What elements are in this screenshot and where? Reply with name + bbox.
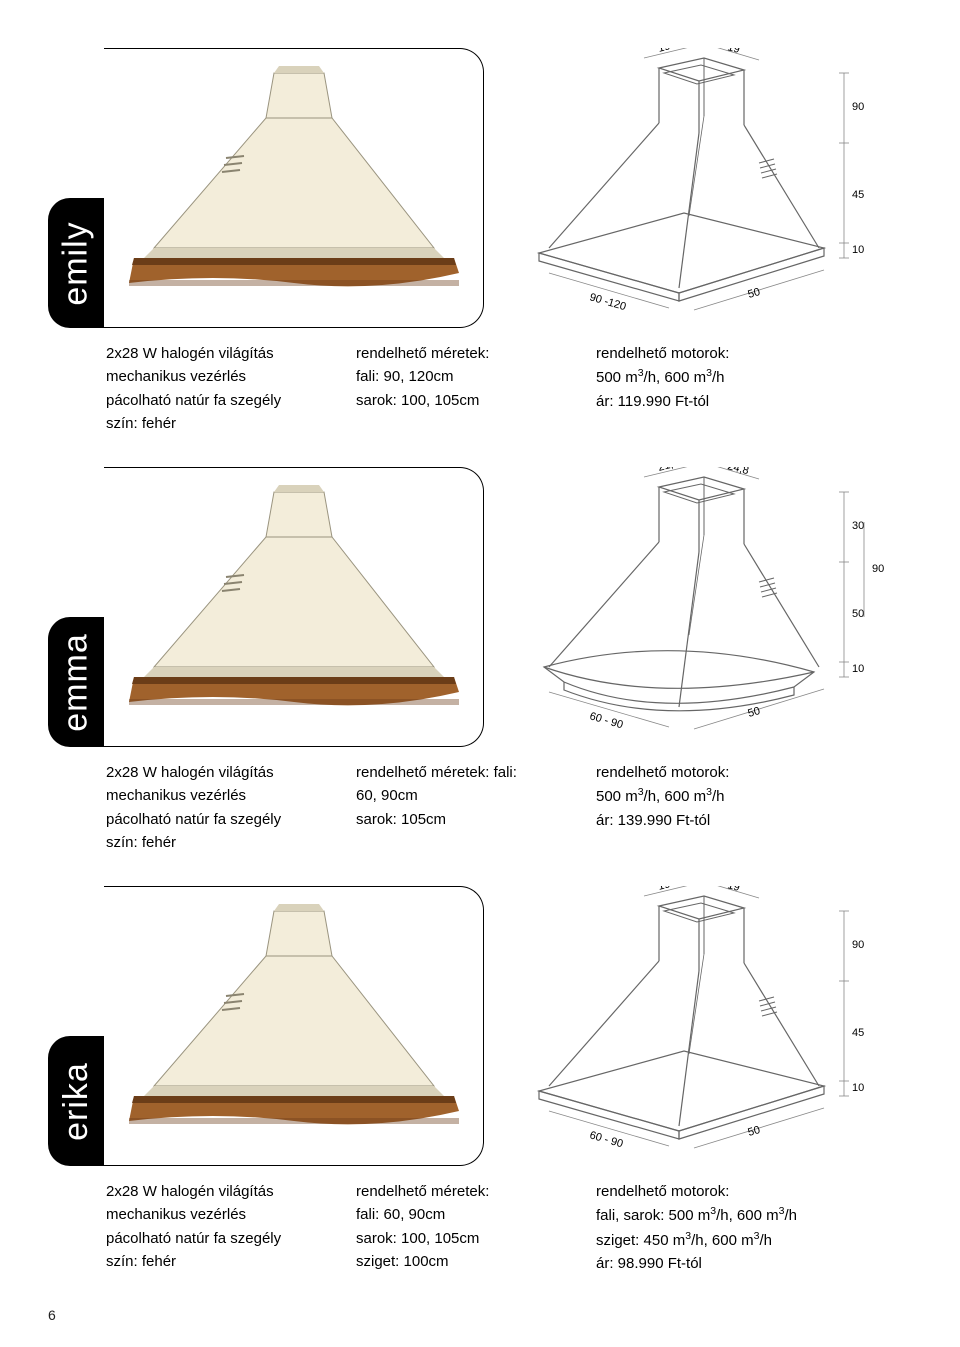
spec-line: fali, sarok: 500 m3/h, 600 m3/h — [596, 1203, 892, 1227]
svg-text:10: 10 — [852, 244, 864, 256]
spec-col-sizes: rendelhető méretek:fali: 90, 120cmsarok:… — [356, 342, 596, 435]
svg-text:60 - 90: 60 - 90 — [588, 710, 624, 731]
page-number: 6 — [48, 1307, 912, 1323]
product-name: erika — [57, 1062, 96, 1141]
svg-text:10: 10 — [852, 663, 864, 675]
spec-line: szín: fehér — [106, 831, 336, 854]
svg-text:45: 45 — [852, 189, 864, 201]
spec-line: rendelhető motorok: — [596, 342, 892, 365]
product-block-erika: erika — [48, 886, 912, 1275]
spec-col-features: 2x28 W halogén világításmechanikus vezér… — [106, 342, 356, 435]
spec-line: sarok: 100, 105cm — [356, 1227, 576, 1250]
spec-line: szín: fehér — [106, 412, 336, 435]
spec-line: mechanikus vezérlés — [106, 1203, 336, 1226]
spec-col-motors: rendelhető motorok:500 m3/h, 600 m3/hár:… — [596, 761, 912, 854]
spec-line: ár: 139.990 Ft-tól — [596, 809, 892, 832]
product-photo — [104, 467, 484, 747]
spec-col-features: 2x28 W halogén világításmechanikus vezér… — [106, 1180, 356, 1275]
svg-text:45: 45 — [852, 1027, 864, 1039]
spec-line: rendelhető méretek: — [356, 342, 576, 365]
product-diagram: 19 19 90 45 10 90 -120 50 — [494, 48, 912, 328]
spec-line: rendelhető méretek: — [356, 1180, 576, 1203]
spec-line: pácolható natúr fa szegély — [106, 808, 336, 831]
spec-line: 500 m3/h, 600 m3/h — [596, 784, 892, 808]
spec-col-sizes: rendelhető méretek:fali: 60, 90cmsarok: … — [356, 1180, 596, 1275]
spec-col-motors: rendelhető motorok:fali, sarok: 500 m3/h… — [596, 1180, 912, 1275]
product-name-tab: erika — [48, 1036, 104, 1166]
svg-text:10: 10 — [852, 1082, 864, 1094]
product-name: emma — [57, 633, 96, 731]
svg-text:60 - 90: 60 - 90 — [588, 1129, 624, 1150]
spec-col-motors: rendelhető motorok:500 m3/h, 600 m3/hár:… — [596, 342, 912, 435]
product-photo — [104, 48, 484, 328]
product-photo — [104, 886, 484, 1166]
svg-text:21,6: 21,6 — [657, 467, 681, 474]
spec-line: sziget: 100cm — [356, 1250, 576, 1273]
spec-line: sarok: 105cm — [356, 808, 576, 831]
svg-text:19: 19 — [726, 886, 741, 894]
spec-line: 60, 90cm — [356, 784, 576, 807]
spec-line: pácolható natúr fa szegély — [106, 1227, 336, 1250]
spec-line: ár: 98.990 Ft-tól — [596, 1252, 892, 1275]
spec-line: mechanikus vezérlés — [106, 784, 336, 807]
product-diagram: 21,6 24,8 30 50 10 90 60 - 90 50 — [494, 467, 912, 747]
product-name-tab: emma — [48, 617, 104, 747]
spec-line: rendelhető motorok: — [596, 761, 892, 784]
product-name-tab: emily — [48, 198, 104, 328]
svg-text:19: 19 — [726, 48, 741, 56]
spec-line: sziget: 450 m3/h, 600 m3/h — [596, 1228, 892, 1252]
spec-line: ár: 119.990 Ft-tól — [596, 390, 892, 413]
spec-line: szín: fehér — [106, 1250, 336, 1273]
spec-line: 2x28 W halogén világítás — [106, 1180, 336, 1203]
spec-line: mechanikus vezérlés — [106, 365, 336, 388]
product-name: emily — [57, 221, 96, 305]
spec-col-sizes: rendelhető méretek: fali:60, 90cmsarok: … — [356, 761, 596, 854]
svg-text:90 -120: 90 -120 — [588, 291, 627, 313]
svg-text:50: 50 — [747, 286, 762, 301]
product-block-emma: emma — [48, 467, 912, 854]
product-diagram: 19 19 90 45 10 60 - 90 50 — [494, 886, 912, 1166]
svg-text:50: 50 — [852, 608, 864, 620]
spec-row: 2x28 W halogén világításmechanikus vezér… — [48, 342, 912, 435]
spec-line: fali: 90, 120cm — [356, 365, 576, 388]
spec-line: 500 m3/h, 600 m3/h — [596, 365, 892, 389]
svg-text:50: 50 — [747, 705, 762, 720]
svg-text:50: 50 — [747, 1124, 762, 1139]
spec-line: fali: 60, 90cm — [356, 1203, 576, 1226]
product-block-emily: emily — [48, 48, 912, 435]
svg-text:24,8: 24,8 — [726, 467, 750, 477]
svg-text:90: 90 — [852, 939, 864, 951]
svg-text:30: 30 — [852, 520, 864, 532]
spec-row: 2x28 W halogén világításmechanikus vezér… — [48, 1180, 912, 1275]
svg-text:90: 90 — [852, 101, 864, 113]
spec-line: rendelhető méretek: fali: — [356, 761, 576, 784]
spec-line: 2x28 W halogén világítás — [106, 342, 336, 365]
svg-text:90: 90 — [872, 563, 884, 575]
spec-line: pácolható natúr fa szegély — [106, 389, 336, 412]
svg-text:19: 19 — [657, 886, 672, 893]
spec-row: 2x28 W halogén világításmechanikus vezér… — [48, 761, 912, 854]
spec-line: rendelhető motorok: — [596, 1180, 892, 1203]
spec-col-features: 2x28 W halogén világításmechanikus vezér… — [106, 761, 356, 854]
spec-line: sarok: 100, 105cm — [356, 389, 576, 412]
svg-text:19: 19 — [657, 48, 672, 55]
spec-line: 2x28 W halogén világítás — [106, 761, 336, 784]
